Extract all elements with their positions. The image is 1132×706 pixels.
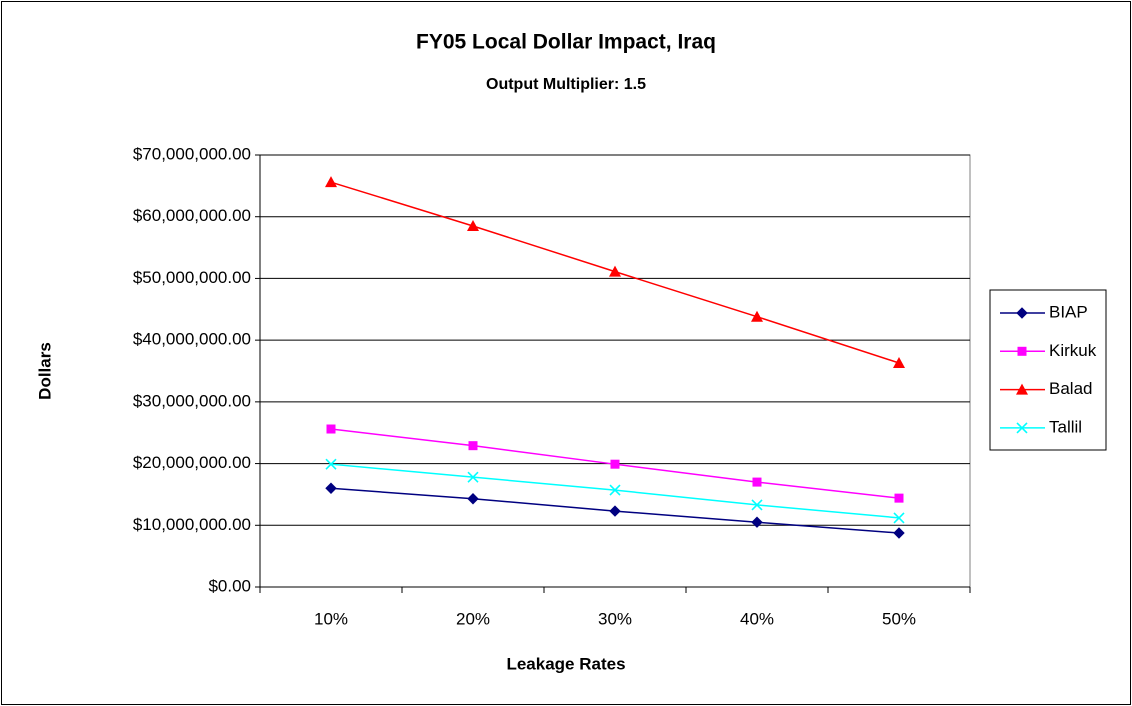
data-point (609, 484, 621, 496)
data-point (467, 471, 479, 483)
data-point (751, 499, 763, 511)
y-tick-label: $70,000,000.00 (133, 144, 251, 163)
data-point (610, 459, 620, 469)
x-axis-label: Leakage Rates (506, 654, 625, 673)
data-point (893, 512, 905, 524)
data-point (325, 482, 337, 494)
plot-area (259, 154, 971, 588)
y-tick-label: $60,000,000.00 (133, 206, 251, 225)
y-axis-label: Dollars (35, 342, 54, 400)
x-tick-label: 10% (314, 609, 348, 628)
y-tick-label: $50,000,000.00 (133, 268, 251, 287)
data-point (467, 493, 479, 505)
legend-box (989, 289, 1107, 451)
x-tick-label: 40% (740, 609, 774, 628)
y-tick-label: $40,000,000.00 (133, 330, 251, 349)
data-point (609, 265, 621, 277)
x-tick-label: 50% (882, 609, 916, 628)
legend-label: Kirkuk (1049, 341, 1097, 360)
legend-marker (1017, 346, 1027, 356)
data-point (893, 356, 905, 368)
chart-title: FY05 Local Dollar Impact, Iraq (416, 31, 716, 54)
data-point (609, 505, 621, 517)
legend-label: Balad (1049, 379, 1092, 398)
data-point (751, 516, 763, 528)
x-tick-label: 30% (598, 609, 632, 628)
data-point (751, 310, 763, 322)
data-point (325, 458, 337, 470)
chart-subtitle: Output Multiplier: 1.5 (486, 76, 646, 93)
data-point (894, 493, 904, 503)
y-tick-label: $20,000,000.00 (133, 453, 251, 472)
y-tick-label: $0.00 (208, 576, 251, 595)
legend-marker (1016, 422, 1028, 434)
legend-label: Tallil (1049, 417, 1082, 436)
legend-marker (1016, 307, 1028, 319)
legend-label: BIAP (1049, 302, 1088, 321)
data-point (326, 424, 336, 434)
data-point (752, 477, 762, 487)
legend-marker (1016, 383, 1028, 395)
y-tick-label: $10,000,000.00 (133, 515, 251, 534)
y-tick-label: $30,000,000.00 (133, 391, 251, 410)
data-point (325, 176, 337, 188)
data-point (893, 527, 905, 539)
data-point (467, 219, 479, 231)
data-point (468, 441, 478, 451)
x-tick-label: 20% (456, 609, 490, 628)
